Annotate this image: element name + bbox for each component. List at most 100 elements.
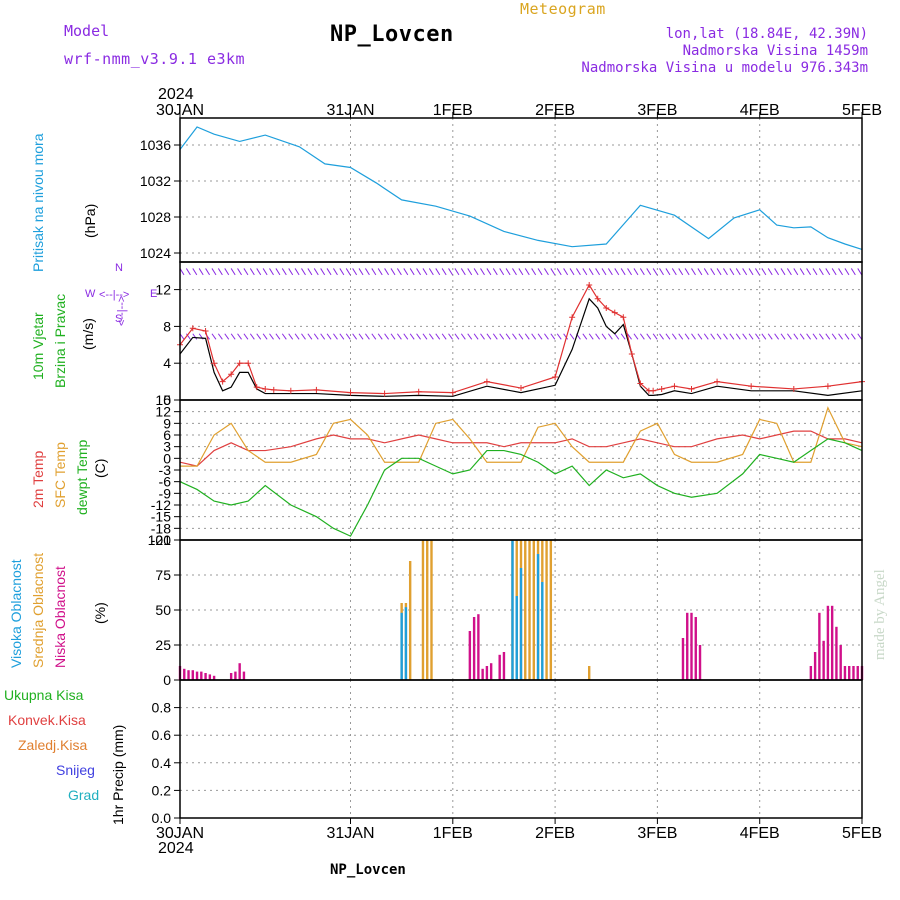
- wind-barb-top: [723, 268, 728, 276]
- wind-barb-mid: [192, 333, 198, 340]
- wind-barb-top: [313, 268, 319, 276]
- wind-barb-top: [844, 268, 850, 276]
- date-label-bottom: 5FEB: [842, 825, 882, 842]
- wind-barb-top: [428, 268, 434, 276]
- y-tick-label: 0.0: [152, 810, 172, 826]
- wind-gust-marker: [518, 385, 524, 392]
- wind-barb-top: [799, 268, 805, 276]
- wind-barb-mid: [384, 333, 390, 340]
- wind-gust-marker: [569, 314, 576, 321]
- cloud-bar: [515, 596, 518, 680]
- wind-barb-top: [499, 268, 505, 276]
- cloud-bar: [472, 617, 476, 680]
- cloud-bar: [408, 561, 412, 680]
- wind-barb-top: [473, 268, 479, 276]
- cloud-bar: [686, 612, 689, 680]
- wind-barb-mid: [403, 333, 409, 340]
- compass-south: S: [115, 313, 123, 325]
- wind-barb-top: [486, 268, 492, 276]
- wind-gust-marker: [253, 384, 260, 391]
- date-label-top: 30JAN: [156, 102, 204, 119]
- wind-gust-marker: [637, 380, 644, 387]
- cloud-bar: [489, 663, 493, 680]
- wind-barb-top: [716, 268, 722, 276]
- cloud-bar: [588, 666, 591, 680]
- y-tick-label: 50: [155, 602, 171, 618]
- wind-barb-mid: [396, 333, 402, 340]
- wind-barb-top: [339, 268, 345, 276]
- meteogram-label: Meteogram: [520, 0, 606, 18]
- cloud-bar: [200, 671, 203, 680]
- y-tick-label: 0: [163, 450, 171, 466]
- wind-barb-mid: [639, 333, 645, 340]
- cloud-bar: [694, 617, 697, 680]
- cloud-bar: [468, 631, 472, 680]
- wind-barb-mid: [595, 333, 600, 340]
- wind-barb-mid: [659, 333, 664, 340]
- wind-barb-mid: [665, 333, 671, 340]
- wind-barb-mid: [556, 333, 562, 340]
- wind-barb-mid: [352, 333, 358, 340]
- wind-barb-top: [838, 268, 843, 276]
- wind-barb-top: [211, 268, 217, 276]
- pressure-line: [179, 126, 863, 250]
- wind-barb-mid: [416, 333, 421, 340]
- wind-barb-top: [537, 268, 543, 276]
- wind-barb-mid: [678, 333, 684, 340]
- y-tick-label: 0.4: [152, 755, 172, 771]
- wind-barb-mid: [799, 333, 805, 340]
- wind-gust-marker: [603, 305, 610, 311]
- wind-barb-mid: [812, 333, 818, 340]
- wind-barb-top: [857, 268, 863, 276]
- wind-barb-mid: [774, 333, 780, 340]
- y-tick-label: 1028: [140, 209, 171, 225]
- cloud-bar: [477, 614, 480, 680]
- cloud-bar: [818, 612, 821, 680]
- wind-barb-top: [390, 268, 396, 276]
- temp-2m-line: [179, 430, 863, 467]
- wind-barb-top: [345, 268, 351, 276]
- wind-barb-top: [569, 268, 575, 276]
- legend-snow: Snijeg: [56, 762, 95, 778]
- wind-barb-mid: [569, 333, 575, 340]
- y-tick-label: 0.2: [152, 782, 172, 798]
- y-tick-label: 100: [148, 532, 172, 548]
- wind-barb-top: [422, 268, 428, 276]
- date-label-top: 2FEB: [535, 102, 575, 119]
- wind-barb-mid: [473, 333, 479, 340]
- wind-barb-top: [703, 268, 709, 276]
- wind-gust-marker: [594, 295, 601, 302]
- cloud-bar: [234, 671, 237, 680]
- wind-barb-mid: [371, 333, 377, 340]
- wind-barb-top: [524, 268, 530, 276]
- cloud-bar: [485, 666, 489, 680]
- cloud-bar: [208, 674, 212, 680]
- wind-barb-top: [243, 268, 249, 276]
- wind-gust-marker: [658, 385, 665, 392]
- panel-frame: [179, 679, 863, 819]
- wind-gust-marker: [628, 351, 635, 357]
- wind-barb-top: [588, 268, 594, 276]
- cloud-bar: [681, 638, 685, 680]
- cloud-bar: [536, 554, 540, 680]
- wind-barb-mid: [518, 333, 524, 340]
- wind-barb-top: [697, 268, 703, 276]
- wind-barb-top: [217, 268, 223, 276]
- cloud-bar: [187, 670, 190, 680]
- wind-barb-mid: [755, 333, 760, 340]
- wind-gust-marker: [671, 383, 678, 390]
- wind-barb-mid: [723, 333, 728, 340]
- wind-barb-mid: [480, 333, 485, 340]
- wind-barb-mid: [544, 333, 549, 340]
- y-tick-label: -21: [151, 532, 171, 548]
- wind-barb-mid: [441, 333, 447, 340]
- wind-barb-mid: [780, 333, 786, 340]
- wind-barb-top: [646, 268, 652, 276]
- wind-barb-mid: [793, 333, 799, 340]
- wind-gust-marker: [270, 386, 277, 393]
- cloud-bar: [195, 671, 199, 680]
- wind-barb-top: [665, 268, 671, 276]
- wind-barb-mid: [486, 333, 492, 340]
- station-title: NP_Lovcen: [330, 22, 454, 47]
- wind-barb-mid: [607, 333, 613, 340]
